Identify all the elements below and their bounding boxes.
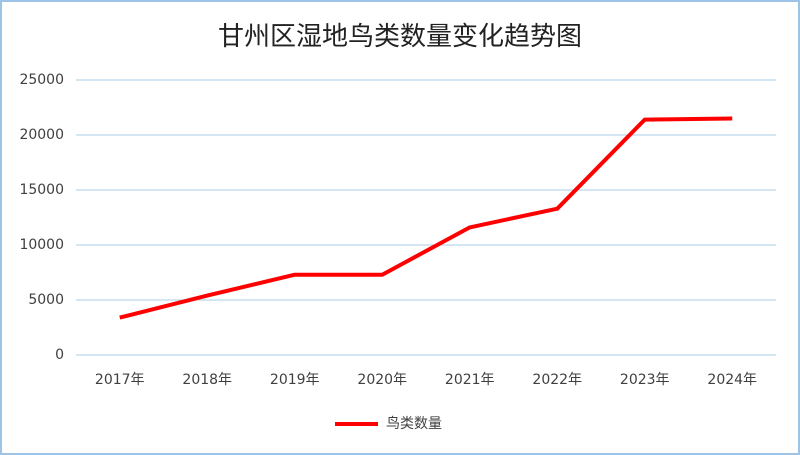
y-tick-label: 15000 xyxy=(19,182,64,198)
y-tick-label: 20000 xyxy=(19,127,64,143)
x-tick-label: 2023年 xyxy=(620,372,670,388)
x-tick-label: 2022年 xyxy=(532,372,582,388)
y-tick-label: 25000 xyxy=(19,72,64,88)
x-tick-label: 2018年 xyxy=(182,372,232,388)
y-tick-label: 5000 xyxy=(28,292,64,308)
x-tick-label: 2020年 xyxy=(357,372,407,388)
data-line xyxy=(119,116,733,320)
y-tick-label: 10000 xyxy=(19,237,64,253)
x-tick-label: 2017年 xyxy=(95,372,145,388)
x-tick-label: 2024年 xyxy=(707,372,757,388)
y-tick-label: 0 xyxy=(55,347,64,363)
x-tick-label: 2019年 xyxy=(270,372,320,388)
legend-label: 鸟类数量 xyxy=(386,416,442,432)
chart-title: 甘州区湿地鸟类数量变化趋势图 xyxy=(218,22,582,52)
x-tick-label: 2021年 xyxy=(445,372,495,388)
